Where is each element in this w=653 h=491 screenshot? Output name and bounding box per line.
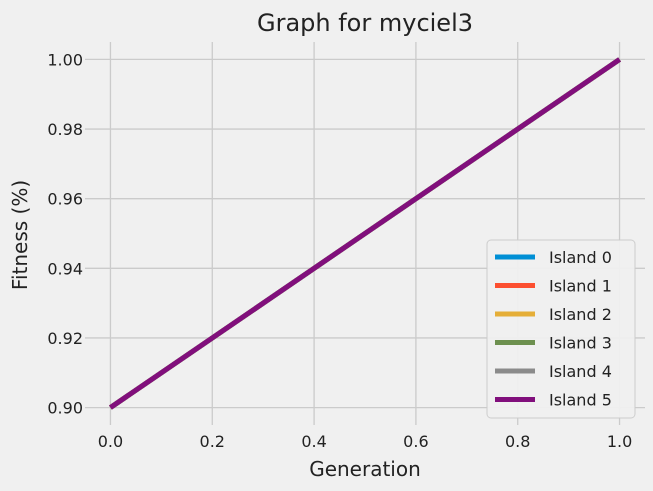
legend-label: Island 0 xyxy=(549,248,612,267)
x-axis-label: Generation xyxy=(309,457,421,481)
y-tick-label: 0.96 xyxy=(47,190,83,209)
legend-label: Island 4 xyxy=(549,362,612,381)
series-lines xyxy=(109,57,621,410)
x-tick-label: 0.8 xyxy=(505,432,530,451)
chart-title: Graph for myciel3 xyxy=(257,9,473,37)
legend-label: Island 2 xyxy=(549,305,612,324)
y-tick-label: 0.94 xyxy=(47,259,83,278)
x-tick-labels: 0.0 0.2 0.4 0.6 0.8 1.0 xyxy=(98,432,633,451)
legend-label: Island 1 xyxy=(549,277,612,296)
x-tick-label: 0.4 xyxy=(301,432,326,451)
x-tick-label: 0.2 xyxy=(200,432,225,451)
legend: Island 0 Island 1 Island 2 Island 3 Island 4… xyxy=(486,239,636,419)
grid xyxy=(85,42,645,425)
y-tick-label: 0.90 xyxy=(47,399,83,418)
series-line-5 xyxy=(109,57,621,410)
y-axis-label: Fitness (%) xyxy=(8,180,32,290)
legend-label: Island 5 xyxy=(549,391,612,410)
y-tick-label: 1.00 xyxy=(47,50,83,69)
x-tick-label: 0.6 xyxy=(403,432,428,451)
x-tick-label: 1.0 xyxy=(607,432,632,451)
y-tick-label: 0.98 xyxy=(47,120,83,139)
legend-label: Island 3 xyxy=(549,334,612,353)
x-tick-label: 0.0 xyxy=(98,432,123,451)
y-tick-labels: 0.90 0.92 0.94 0.96 0.98 1.00 xyxy=(47,50,83,417)
y-tick-label: 0.92 xyxy=(47,329,83,348)
